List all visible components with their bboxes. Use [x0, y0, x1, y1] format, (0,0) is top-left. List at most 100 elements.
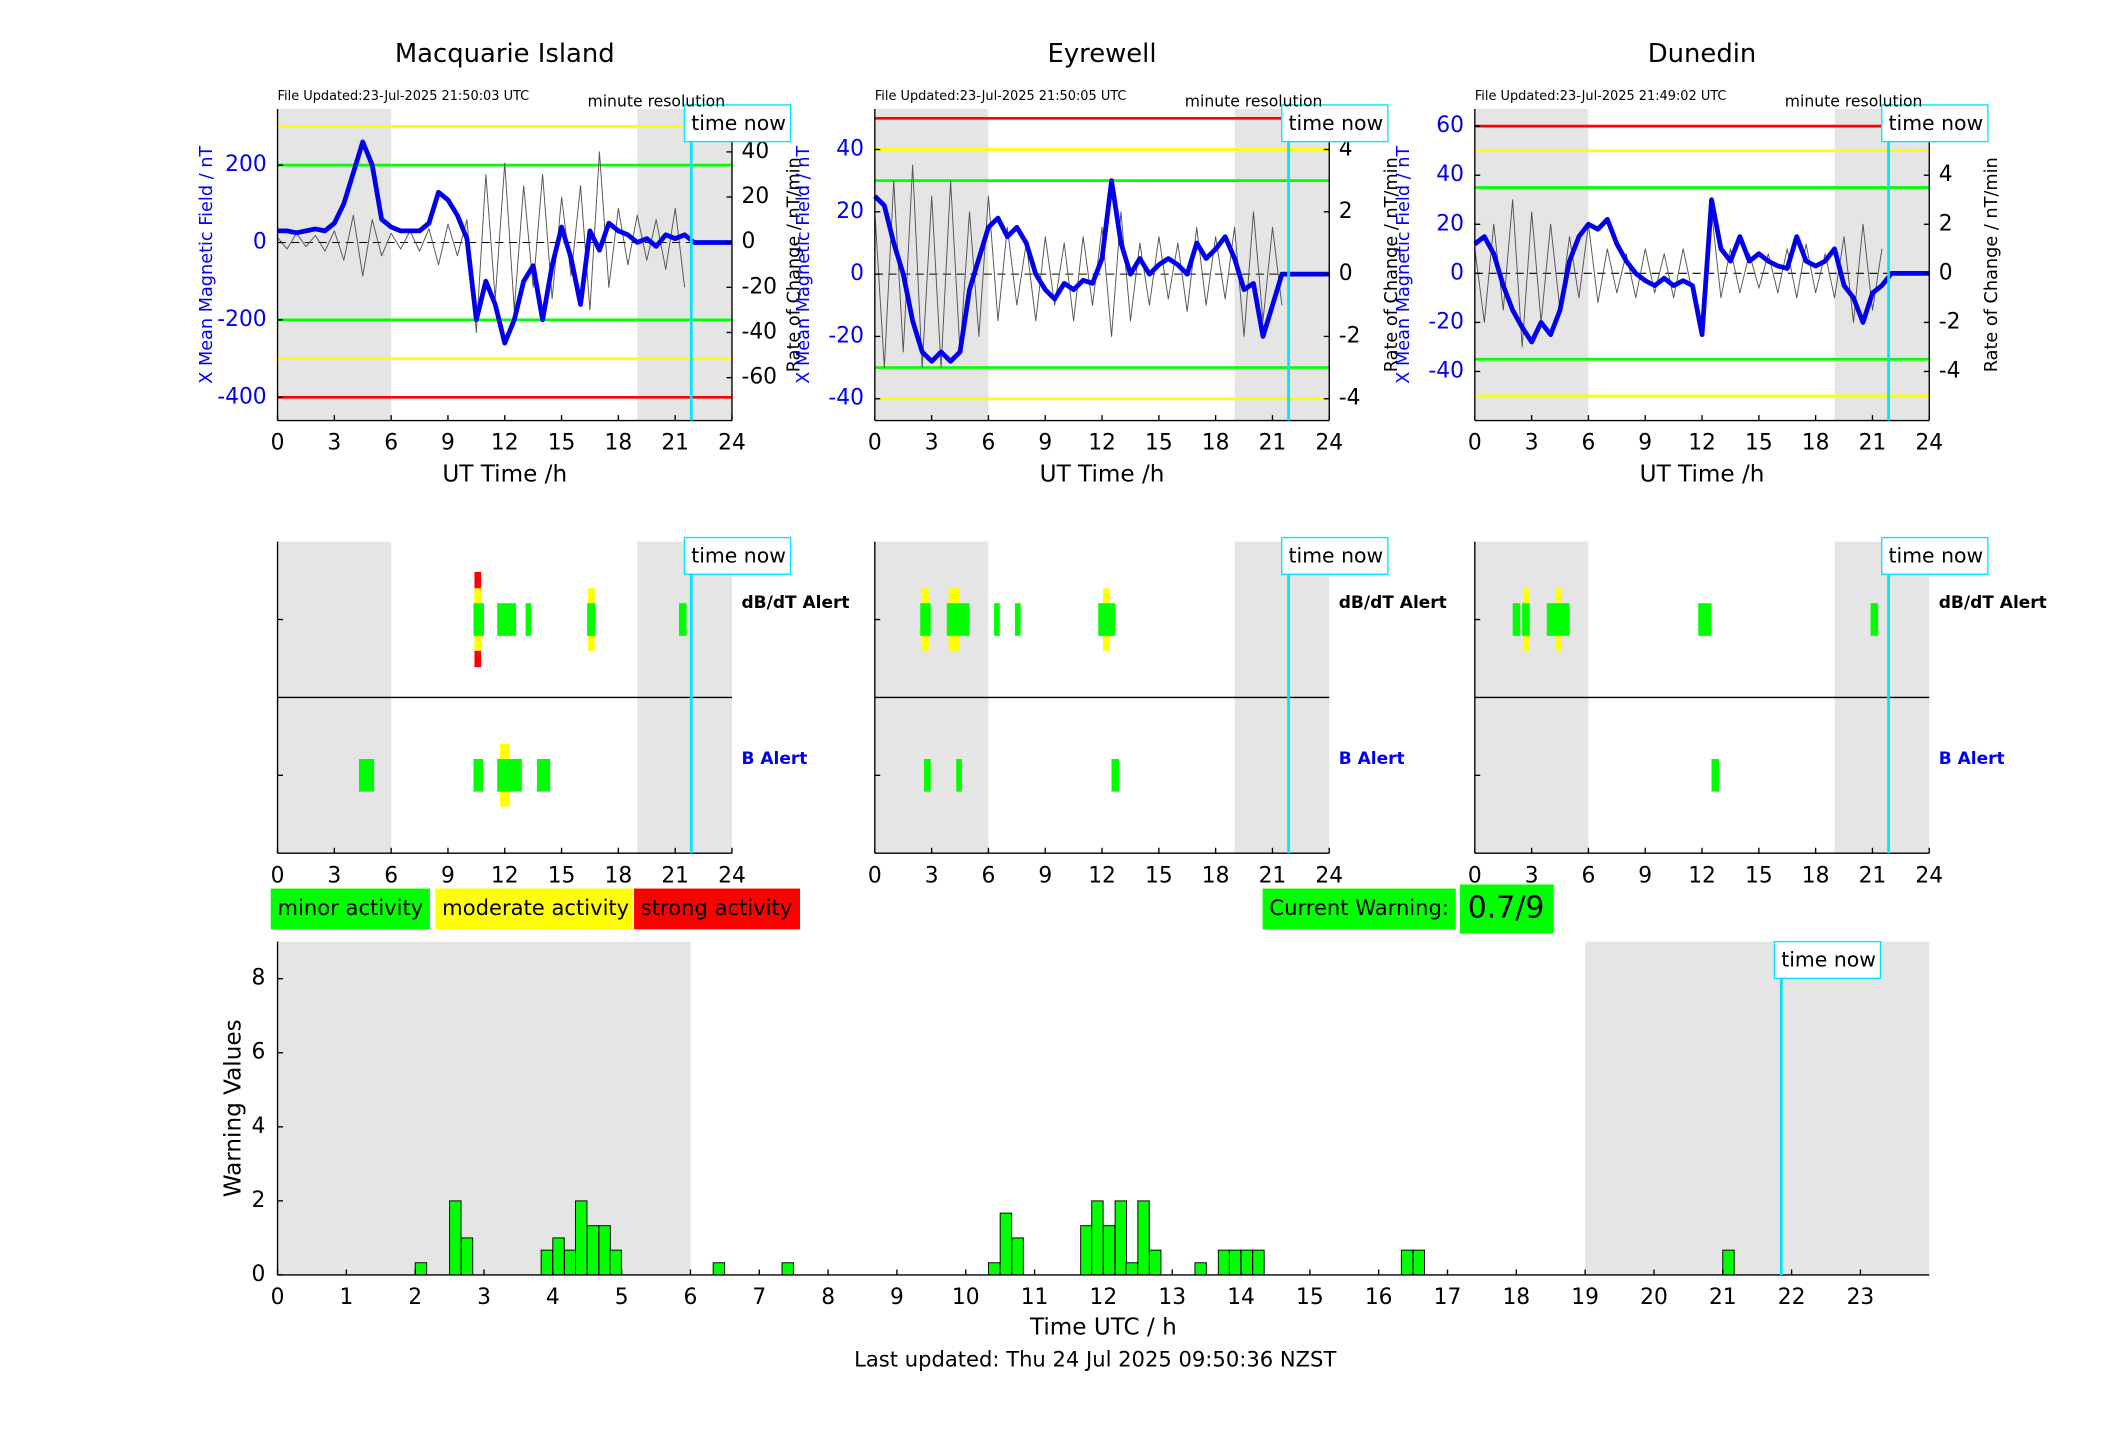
warning-value-box [1459, 884, 1554, 934]
bar [609, 1249, 622, 1276]
x-tick-label: 5 [615, 1285, 629, 1310]
y2-tick-label: 2 [1939, 211, 1953, 236]
x-tick-label: 21 [1859, 863, 1887, 888]
x-tick-label: 9 [1038, 863, 1052, 888]
night-shading [277, 941, 691, 1275]
bar [712, 1262, 726, 1276]
x-tick-label: 15 [1745, 863, 1773, 888]
x-tick-label: 17 [1434, 1285, 1462, 1310]
y-tick-label: -40 [828, 386, 864, 411]
x-tick-label: 0 [868, 863, 882, 888]
bar [1102, 1225, 1116, 1276]
y-axis-label: X Mean Magnetic Field / nT [197, 146, 217, 384]
bar [1137, 1200, 1150, 1276]
x-tick-label: 9 [890, 1285, 904, 1310]
resolution-label: minute resolution [588, 92, 726, 111]
time-now-box [1773, 940, 1882, 980]
x-tick-label: 0 [1468, 863, 1482, 888]
y2-tick-label: 4 [1339, 136, 1353, 161]
field-line [873, 178, 1330, 364]
legend-label: strong activity [641, 895, 792, 920]
x-tick-label: 15 [1145, 863, 1173, 888]
x-tick-label: 4 [546, 1285, 560, 1310]
time-now-box [683, 104, 792, 143]
chart-title: Eyrewell [1048, 39, 1157, 69]
alert-segment [1546, 603, 1570, 636]
x-tick-label: 2 [408, 1285, 422, 1310]
x-tick-label: 21 [1859, 431, 1887, 456]
alert-segment [1522, 603, 1530, 636]
bar [1412, 1249, 1425, 1276]
time-now-label: time now [1889, 111, 1984, 135]
alert-segment [946, 603, 970, 636]
alert-segment [587, 603, 596, 636]
alert-segment [956, 758, 962, 792]
night-shading [1474, 108, 1589, 421]
chart-title: Macquarie Island [395, 39, 615, 69]
row-label: B Alert [741, 749, 807, 769]
y-tick-label: 0 [850, 261, 864, 286]
x-tick-label: 14 [1227, 1285, 1255, 1310]
x-tick-label: 12 [1088, 863, 1116, 888]
field-line [1473, 197, 1930, 345]
y-axis-label: X Mean Magnetic Field / nT [794, 146, 814, 384]
bar [552, 1237, 565, 1276]
x-tick-label: 18 [1202, 431, 1230, 456]
x-tick-label: 18 [605, 863, 633, 888]
rate-line [277, 151, 686, 333]
y-tick-label: -20 [828, 323, 864, 348]
y-tick-label: 8 [251, 966, 265, 991]
y-tick-label: 40 [836, 136, 864, 161]
file-updated: File Updated:23-Jul-2025 21:50:05 UTC [875, 89, 1127, 104]
x-tick-label: 24 [1315, 431, 1343, 456]
x-tick-label: 12 [1088, 431, 1116, 456]
x-tick-label: 18 [1202, 863, 1230, 888]
bar [1240, 1249, 1253, 1276]
x-tick-label: 6 [384, 431, 398, 456]
alert-segment [1512, 603, 1521, 636]
x-tick-label: 0 [271, 1285, 285, 1310]
row-label: B Alert [1939, 749, 2005, 769]
x-tick-label: 6 [684, 1285, 698, 1310]
x-tick-label: 0 [271, 431, 285, 456]
x-tick-label: 24 [1915, 863, 1943, 888]
alert-segment [1014, 603, 1021, 636]
y2-tick-label: 20 [741, 184, 769, 209]
time-now-label: time now [1781, 948, 1876, 972]
x-tick-label: 21 [1709, 1285, 1737, 1310]
x-tick-label: 19 [1571, 1285, 1599, 1310]
x-tick-label: 23 [1847, 1285, 1875, 1310]
y-tick-label: 4 [251, 1114, 265, 1139]
x-tick-label: 0 [271, 863, 285, 888]
x-tick-label: 9 [441, 863, 455, 888]
time-now-box [1881, 536, 1989, 575]
y-tick-label: 60 [1436, 113, 1464, 138]
y-tick-label: 20 [1436, 211, 1464, 236]
bar [586, 1225, 600, 1276]
x-tick-label: 20 [1640, 1285, 1668, 1310]
x-tick-label: 15 [1145, 431, 1173, 456]
x-axis-label: UT Time /h [1640, 461, 1765, 487]
x-tick-label: 11 [1021, 1285, 1049, 1310]
bar [781, 1262, 794, 1276]
y-tick-label: 2 [251, 1188, 265, 1213]
bar [414, 1262, 428, 1276]
x-tick-label: 18 [605, 431, 633, 456]
x-tick-label: 12 [491, 431, 519, 456]
night-shading [277, 108, 392, 421]
y-tick-label: 0 [1450, 260, 1464, 285]
night-shading [637, 108, 732, 421]
x-tick-label: 24 [1915, 431, 1943, 456]
y2-tick-label: -40 [741, 319, 777, 344]
x-tick-label: 9 [1038, 431, 1052, 456]
night-shading [1234, 108, 1330, 421]
row-label: dB/dT Alert [1339, 593, 1447, 613]
alert-segment [536, 758, 551, 792]
x-tick-label: 0 [868, 431, 882, 456]
bar [1194, 1262, 1207, 1276]
legend-swatch [270, 888, 430, 930]
x-tick-label: 3 [925, 431, 939, 456]
x-tick-label: 9 [441, 431, 455, 456]
x-tick-label: 3 [1525, 431, 1539, 456]
